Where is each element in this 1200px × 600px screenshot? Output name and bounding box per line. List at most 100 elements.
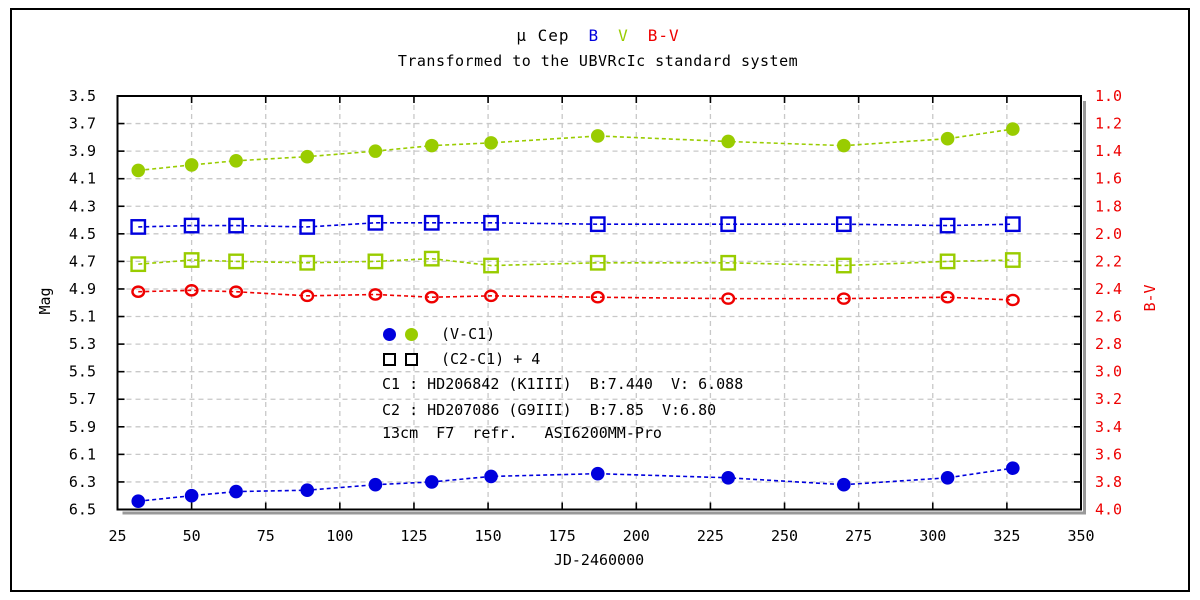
data-point-square-b: [720, 216, 737, 233]
data-point-v: [424, 138, 439, 153]
right-tick-label: 3.8: [1095, 473, 1122, 491]
data-point-square-v: [720, 254, 737, 271]
legend-v-open-square-marker: [405, 352, 418, 366]
x-tick-label: 225: [697, 527, 724, 545]
data-point-square-b: [367, 214, 384, 231]
series-line-bv: [138, 289, 1013, 301]
left-axis-title: Mag: [36, 287, 54, 315]
x-tick-label: 275: [845, 527, 872, 545]
data-point-square-b: [130, 219, 147, 235]
x-tick-label: 350: [1067, 527, 1094, 545]
equipment-info: 13cm F7 refr. ASI6200MM-Pro: [382, 424, 662, 442]
data-point-v: [368, 144, 383, 158]
title-star-name: μ Cep: [516, 26, 570, 45]
data-point-square-v: [228, 253, 244, 270]
series-line-v: [138, 257, 1013, 267]
x-tick-label: 300: [919, 527, 946, 545]
data-point-v: [300, 149, 315, 164]
left-tick-label: 5.5: [69, 363, 96, 381]
left-tick-label: 4.5: [69, 225, 96, 243]
data-point-open-circle-bv: [184, 284, 199, 297]
data-point-square-v: [1004, 252, 1021, 268]
series-line-b: [138, 467, 1013, 503]
right-tick-label: 1.0: [1095, 87, 1122, 105]
chart-subtitle: Transformed to the UBVRcIc standard syst…: [397, 52, 799, 70]
legend-v-filled-circle-marker: [405, 327, 418, 341]
data-point-b: [484, 469, 498, 484]
data-point-b: [590, 466, 605, 481]
data-point-open-circle-bv: [590, 290, 605, 304]
legend-check-label: (C2-C1) + 4: [441, 350, 541, 368]
right-tick-label: 2.0: [1095, 225, 1122, 243]
left-tick-label: 4.9: [69, 280, 96, 298]
data-point-square-b: [483, 214, 499, 231]
data-point-square-v: [939, 253, 956, 270]
legend-b-filled-circle-marker: [383, 327, 396, 341]
data-point-square-b: [589, 216, 606, 233]
legend-row-check: (C2-C1) + 4: [383, 350, 541, 368]
data-point-v: [184, 158, 199, 172]
right-tick-label: 2.2: [1095, 252, 1122, 270]
data-point-b: [721, 470, 736, 485]
data-point-v: [721, 134, 736, 149]
comparison-star-c1-info: C1 : HD206842 (K1III) B:7.440 V: 6.088: [382, 375, 744, 393]
right-tick-label: 3.4: [1095, 418, 1122, 436]
right-tick-label: 4.0: [1095, 501, 1122, 519]
data-point-b: [1006, 461, 1020, 475]
data-point-open-circle-bv: [836, 292, 851, 305]
data-point-v: [940, 131, 955, 146]
right-tick-label: 3.6: [1095, 445, 1122, 463]
legend-b-open-square-marker: [383, 352, 396, 366]
chart-title: μ Cep B V B-V: [0, 26, 1196, 45]
data-point-b: [368, 477, 383, 492]
data-point-v: [229, 153, 243, 168]
legend-row-variable: (V-C1): [383, 325, 495, 343]
data-point-square-v: [183, 252, 200, 268]
x-tick-label: 50: [183, 527, 201, 545]
data-point-square-b: [423, 214, 440, 231]
x-tick-label: 75: [257, 527, 275, 545]
data-point-v: [131, 163, 146, 178]
data-point-b: [300, 483, 315, 498]
left-tick-label: 4.1: [69, 170, 96, 188]
data-point-open-circle-bv: [721, 292, 736, 305]
left-tick-label: 6.5: [69, 501, 96, 519]
x-tick-label: 125: [400, 527, 427, 545]
left-tick-label: 6.3: [69, 473, 96, 491]
data-point-open-circle-bv: [229, 285, 244, 299]
right-tick-label: 1.4: [1095, 142, 1122, 160]
data-point-square-v: [483, 257, 499, 274]
x-tick-label: 150: [475, 527, 502, 545]
left-tick-label: 4.7: [69, 252, 96, 270]
left-tick-label: 6.1: [69, 445, 96, 463]
data-point-open-circle-bv: [484, 289, 499, 303]
left-tick-label: 3.9: [69, 142, 96, 160]
series-line-v: [138, 128, 1013, 172]
data-point-v: [1006, 122, 1020, 136]
left-tick-label: 5.9: [69, 418, 96, 436]
data-point-square-b: [183, 217, 200, 234]
data-point-square-v: [130, 256, 147, 273]
data-point-square-b: [939, 217, 956, 234]
data-point-square-b: [228, 217, 244, 234]
x-tick-label: 250: [771, 527, 798, 545]
right-tick-label: 1.2: [1095, 115, 1122, 133]
right-tick-label: 2.8: [1095, 335, 1122, 353]
data-point-v: [484, 136, 498, 150]
data-point-b: [184, 488, 199, 503]
data-point-b: [940, 470, 955, 485]
series-line-b: [138, 222, 1013, 228]
left-tick-label: 5.7: [69, 390, 96, 408]
left-tick-label: 3.7: [69, 115, 96, 133]
data-point-square-v: [589, 254, 606, 271]
x-tick-label: 175: [549, 527, 576, 545]
data-point-square-b: [299, 219, 316, 235]
data-point-square-v: [299, 254, 316, 271]
title-series-b: B: [588, 26, 600, 45]
x-tick-label: 325: [993, 527, 1020, 545]
right-tick-label: 1.6: [1095, 170, 1122, 188]
title-series-bv: B-V: [647, 26, 680, 45]
data-point-open-circle-bv: [300, 289, 315, 303]
